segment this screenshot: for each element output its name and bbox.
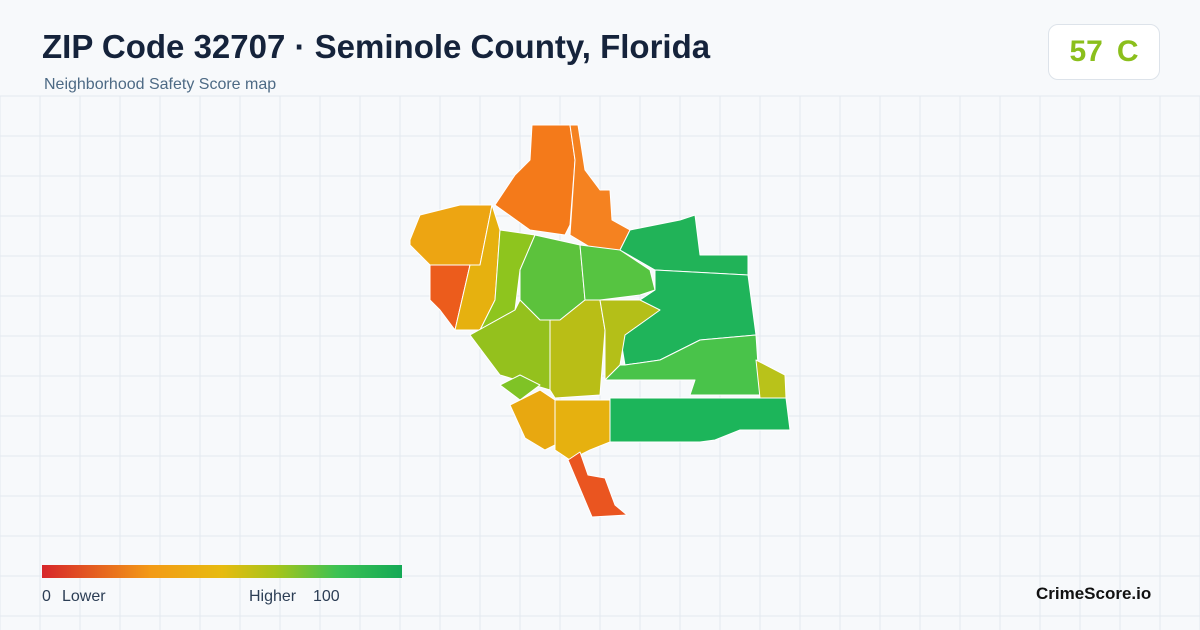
region bbox=[609, 397, 791, 443]
legend-max: 100 bbox=[313, 588, 340, 605]
region bbox=[599, 299, 661, 381]
legend-gradient bbox=[42, 565, 402, 578]
title: ZIP Code 32707 · Seminole County, Florid… bbox=[42, 28, 711, 65]
legend-max-label: Higher bbox=[249, 588, 297, 605]
region bbox=[604, 334, 761, 396]
score: 57 bbox=[1069, 35, 1103, 68]
region bbox=[554, 399, 611, 461]
region bbox=[619, 214, 749, 276]
region bbox=[567, 451, 628, 518]
region bbox=[409, 204, 493, 266]
legend-min: 0 bbox=[42, 588, 51, 605]
grade: C bbox=[1116, 35, 1139, 68]
region bbox=[494, 124, 576, 236]
region bbox=[469, 299, 551, 391]
region bbox=[755, 359, 787, 399]
legend-min-label: Lower bbox=[62, 588, 106, 605]
region bbox=[429, 264, 471, 331]
region bbox=[499, 374, 541, 401]
region bbox=[509, 389, 556, 451]
score-badge: 57 C bbox=[1048, 24, 1160, 80]
brand: CrimeScore.io bbox=[1036, 584, 1152, 603]
subtitle: Neighborhood Safety Score map bbox=[44, 76, 277, 93]
regions bbox=[409, 124, 791, 518]
region bbox=[569, 124, 631, 251]
